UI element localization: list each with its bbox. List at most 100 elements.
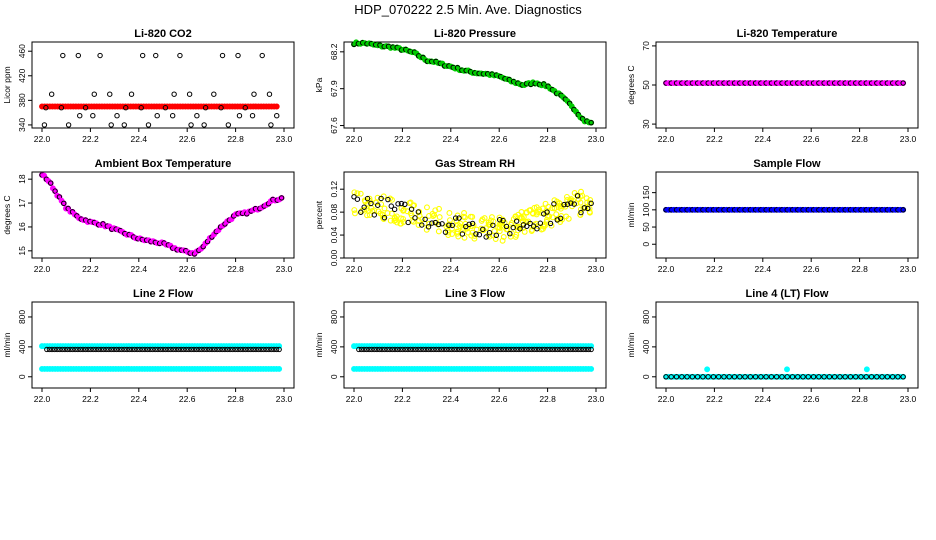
data-point [392, 346, 398, 353]
data-point [364, 212, 370, 219]
data-point [426, 212, 432, 219]
data-point [186, 346, 192, 353]
y-tick-label: 460 [17, 44, 27, 58]
data-point [549, 214, 556, 221]
x-tick-label: 22.8 [227, 394, 244, 404]
data-point [461, 346, 468, 353]
data-point [436, 205, 442, 212]
x-tick-label: 23.0 [588, 394, 605, 404]
y-tick-label: 15 [17, 246, 27, 256]
data-point [385, 196, 391, 203]
data-point [369, 346, 375, 353]
data-point [356, 346, 362, 353]
x-tick-label: 22.2 [82, 264, 99, 274]
data-point [169, 113, 176, 119]
data-point [585, 205, 591, 212]
data-point [542, 200, 549, 207]
data-point [75, 346, 81, 353]
data-point [578, 346, 584, 353]
data-point [46, 346, 53, 353]
data-point [537, 220, 544, 226]
data-point [276, 365, 283, 372]
data-point [561, 201, 567, 208]
data-point [438, 346, 445, 353]
data-point [248, 346, 254, 353]
data-point [526, 346, 532, 353]
data-point [530, 223, 537, 229]
y-axis-label: degrees C [2, 195, 12, 234]
x-tick-label: 22.8 [539, 264, 556, 274]
x-tick-label: 22.2 [706, 264, 723, 274]
data-point [436, 346, 442, 353]
data-point [389, 346, 396, 353]
data-point [415, 209, 422, 215]
data-point [402, 201, 408, 207]
x-tick-label: 22.2 [394, 264, 411, 274]
data-point [446, 346, 452, 353]
data-point [108, 122, 114, 128]
panel-title: Ambient Box Temperature [95, 158, 232, 170]
data-point [394, 219, 400, 226]
data-point [587, 196, 594, 203]
data-point [853, 374, 859, 380]
series-rh [351, 188, 594, 244]
x-tick-label: 22.2 [706, 134, 723, 144]
data-point [510, 224, 516, 231]
data-point [900, 374, 906, 380]
data-point [273, 346, 280, 353]
series-temperature [663, 80, 907, 86]
data-point [524, 223, 530, 229]
x-tick-label: 22.4 [131, 264, 148, 274]
data-point [500, 346, 507, 353]
data-point [731, 374, 738, 380]
data-point [436, 214, 443, 221]
data-point [111, 346, 117, 353]
y-tick-label: 800 [329, 310, 339, 324]
data-point [474, 346, 481, 353]
data-point [513, 218, 520, 224]
data-point [41, 122, 48, 128]
data-point [214, 346, 220, 353]
data-point [250, 346, 257, 353]
data-point [268, 346, 275, 353]
data-point [366, 195, 373, 202]
data-point [575, 346, 581, 353]
data-point [376, 346, 383, 353]
data-point [500, 217, 506, 224]
data-point [52, 188, 58, 194]
data-point [358, 209, 364, 215]
x-tick-label: 22.8 [851, 134, 868, 144]
plot-frame [343, 171, 607, 259]
data-point [137, 346, 143, 353]
y-tick-label: 0 [641, 374, 651, 379]
data-point [354, 190, 361, 197]
y-tick-label: 67.6 [329, 117, 339, 134]
data-point [810, 374, 817, 380]
data-point [351, 189, 358, 196]
x-tick-label: 22.4 [131, 394, 148, 404]
data-point [752, 374, 759, 380]
data-point [454, 228, 461, 235]
data-point [271, 346, 277, 353]
data-point [196, 346, 202, 353]
y-tick-label: 67.9 [329, 80, 339, 97]
data-point [464, 346, 470, 353]
x-tick-label: 23.0 [276, 264, 293, 274]
data-point [54, 346, 60, 353]
data-point [490, 222, 496, 228]
y-tick-label: 30 [641, 119, 651, 129]
data-point [393, 213, 400, 220]
panel-6: Sample Flow ml/min 22.0 22.2 22.4 22.6 22.8 23.… [626, 158, 919, 274]
data-point [420, 346, 427, 353]
series-pressure [351, 39, 595, 126]
data-point [533, 211, 540, 218]
data-point [663, 374, 669, 380]
data-point [139, 52, 146, 59]
data-point [124, 346, 130, 353]
panel-3: Li-820 Temperature degrees C 22.0 22.2 22.4 2… [626, 28, 919, 144]
data-point [113, 346, 120, 353]
data-point [227, 346, 233, 353]
data-point [116, 346, 122, 353]
panel-title: Li-820 Temperature [737, 28, 838, 40]
data-point [487, 346, 494, 353]
